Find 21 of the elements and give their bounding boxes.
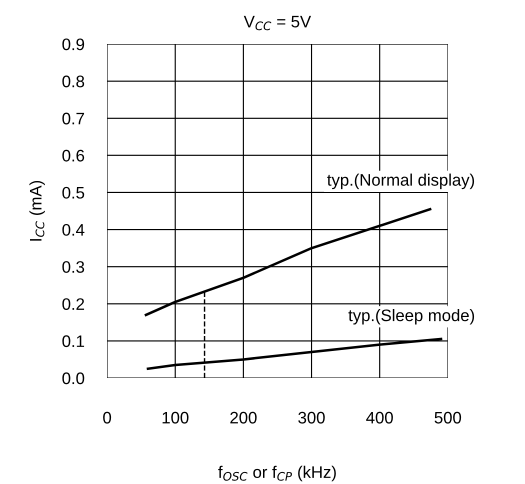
y-tick-label: 0.8 (62, 76, 84, 88)
y-tick-label: 0.9 (62, 38, 84, 50)
x-tick-label: 500 (434, 412, 462, 424)
y-tick-label: 0.1 (62, 335, 84, 348)
y-tick-label: 0.6 (62, 150, 84, 162)
text: typ.(Normal display) (327, 174, 474, 190)
chart-title: V$_{CC}$ = 5V (244, 16, 312, 30)
y-axis-title: I$_{CC}$ (mA) (29, 180, 45, 241)
y-tick-label: 0.0 (62, 372, 84, 384)
x-tick-label: 300 (298, 412, 325, 424)
y-tick-label: 0.5 (62, 186, 84, 199)
x-tick-label: 100 (162, 412, 188, 424)
y-tick-label: 0.2 (62, 298, 84, 310)
x-axis-title: f$_{OSC}$ or f$_{CP}$ (kHz) (218, 466, 336, 482)
y-tick-label: 0.4 (62, 224, 84, 236)
y-tick-label: 0.3 (62, 261, 84, 273)
x-tick-label: 400 (366, 412, 393, 424)
x-tick-label: 200 (230, 412, 257, 424)
x-tick-label: 0 (103, 412, 112, 424)
y-tick-label: 0.7 (62, 112, 84, 124)
series-label: typ.(Sleep mode) (348, 309, 474, 325)
